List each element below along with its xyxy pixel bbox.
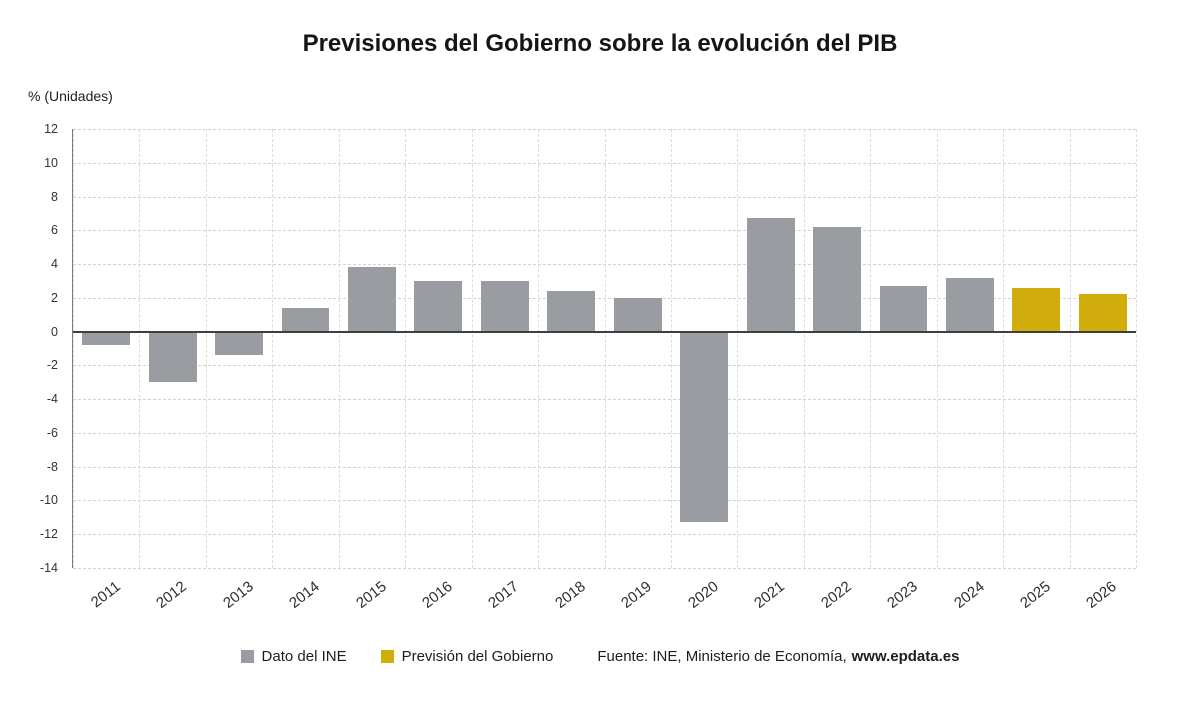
y-tick-label: 2 bbox=[51, 290, 58, 305]
x-tick-label: 2017 bbox=[485, 578, 523, 612]
bar-2025-forecast bbox=[1012, 287, 1061, 332]
gridline bbox=[73, 196, 1136, 198]
legend-label-forecast: Previsión del Gobierno bbox=[401, 648, 554, 665]
source-prefix: Fuente: INE, Ministerio de Economía, bbox=[597, 648, 847, 665]
bar-2024-ine bbox=[945, 277, 994, 332]
bar-2018-ine bbox=[547, 291, 596, 332]
x-axis-labels: 2011 2012 2013 2014 2015 2016 2017 2018 2019 2020… bbox=[72, 570, 1135, 632]
gridline bbox=[73, 365, 1136, 367]
vertical-gridline bbox=[405, 129, 407, 568]
gridline bbox=[73, 264, 1136, 266]
x-tick-label: 2022 bbox=[817, 578, 855, 612]
gridline bbox=[73, 230, 1136, 232]
legend-item-forecast: Previsión del Gobierno bbox=[380, 648, 554, 665]
chart-title: Previsiones del Gobierno sobre la evoluc… bbox=[302, 30, 898, 57]
gridline bbox=[73, 568, 1136, 569]
x-tick-label: 2021 bbox=[751, 578, 789, 612]
x-tick-label: 2011 bbox=[87, 578, 124, 612]
gridline bbox=[73, 534, 1136, 536]
y-tick-label: 4 bbox=[51, 257, 58, 272]
x-tick-label: 2015 bbox=[352, 578, 390, 612]
vertical-gridline bbox=[1069, 129, 1071, 568]
y-tick-label: -14 bbox=[39, 561, 58, 575]
bar-2023-ine bbox=[879, 286, 928, 332]
vertical-gridline bbox=[870, 129, 872, 568]
y-tick-label: -8 bbox=[46, 459, 58, 474]
y-tick-label: -12 bbox=[39, 527, 58, 542]
vertical-gridline bbox=[139, 129, 141, 568]
bar-2020-ine bbox=[680, 331, 729, 523]
x-tick-label: 2023 bbox=[884, 578, 921, 612]
gridline bbox=[73, 399, 1136, 401]
x-tick-label: 2014 bbox=[286, 578, 323, 612]
legend-item-ine: Dato del INE bbox=[240, 648, 347, 665]
bar-2022-ine bbox=[813, 226, 861, 332]
y-axis-title: % (Unidades) bbox=[28, 88, 113, 104]
y-axis-labels: 12 10 8 6 4 2 0 -2 -4 -6 -8 -10 -12 -14 bbox=[0, 122, 64, 575]
forecast-swatch-icon bbox=[380, 650, 394, 663]
vertical-gridline bbox=[936, 129, 938, 568]
x-tick-label: 2016 bbox=[419, 578, 456, 612]
x-tick-label: 2020 bbox=[684, 578, 722, 612]
bar-2012-ine bbox=[148, 331, 197, 383]
gridline bbox=[73, 297, 1136, 299]
vertical-gridline bbox=[338, 129, 340, 568]
x-tick-label: 2024 bbox=[950, 578, 988, 612]
y-tick-label: -6 bbox=[46, 425, 58, 440]
zero-line bbox=[73, 330, 1136, 333]
y-tick-label: 8 bbox=[51, 189, 58, 204]
vertical-gridline bbox=[1003, 129, 1005, 568]
bar-2016-ine bbox=[414, 280, 463, 332]
y-tick-label: 12 bbox=[44, 122, 58, 136]
x-tick-label: 2025 bbox=[1017, 578, 1054, 612]
bar-2026-forecast bbox=[1078, 294, 1127, 332]
vertical-gridline bbox=[604, 129, 606, 568]
gridline bbox=[73, 500, 1136, 502]
y-tick-label: -2 bbox=[46, 358, 58, 373]
bar-2011-ine bbox=[82, 331, 131, 346]
y-tick-label: 10 bbox=[44, 155, 58, 170]
vertical-gridline bbox=[803, 129, 805, 568]
vertical-gridline bbox=[471, 129, 473, 568]
vertical-gridline bbox=[670, 129, 672, 568]
vertical-gridline bbox=[272, 129, 274, 568]
gridline bbox=[73, 129, 1136, 130]
x-tick-label: 2019 bbox=[618, 578, 656, 612]
y-tick-label: -4 bbox=[46, 392, 58, 407]
vertical-gridline bbox=[205, 129, 207, 568]
legend-label-ine: Dato del INE bbox=[261, 648, 347, 665]
y-tick-label: 6 bbox=[51, 223, 58, 238]
bar-2017-ine bbox=[480, 280, 529, 332]
bar-2019-ine bbox=[613, 297, 662, 332]
x-tick-label: 2026 bbox=[1083, 578, 1121, 612]
y-tick-label: 0 bbox=[51, 324, 58, 339]
y-tick-label: -10 bbox=[39, 493, 58, 508]
x-tick-label: 2012 bbox=[153, 578, 191, 612]
vertical-gridline bbox=[1136, 129, 1137, 568]
gridline bbox=[73, 432, 1136, 434]
gridline bbox=[73, 162, 1136, 164]
ine-swatch-icon bbox=[240, 650, 254, 663]
gridline bbox=[73, 466, 1136, 468]
x-tick-label: 2013 bbox=[219, 578, 257, 612]
vertical-gridline bbox=[737, 129, 739, 568]
bar-2021-ine bbox=[746, 218, 795, 332]
source-text: Fuente: INE, Ministerio de Economía, www.… bbox=[597, 648, 959, 665]
bar-2014-ine bbox=[281, 307, 330, 332]
vertical-gridline bbox=[538, 129, 540, 568]
plot-area bbox=[72, 129, 1137, 569]
bar-2013-ine bbox=[215, 331, 263, 356]
source-link[interactable]: www.epdata.es bbox=[851, 648, 960, 665]
vertical-gridline bbox=[73, 129, 74, 568]
bar-2015-ine bbox=[348, 267, 396, 332]
x-tick-label: 2018 bbox=[551, 578, 589, 612]
legend: Dato del INE Previsión del Gobierno Fuen… bbox=[0, 648, 1200, 665]
